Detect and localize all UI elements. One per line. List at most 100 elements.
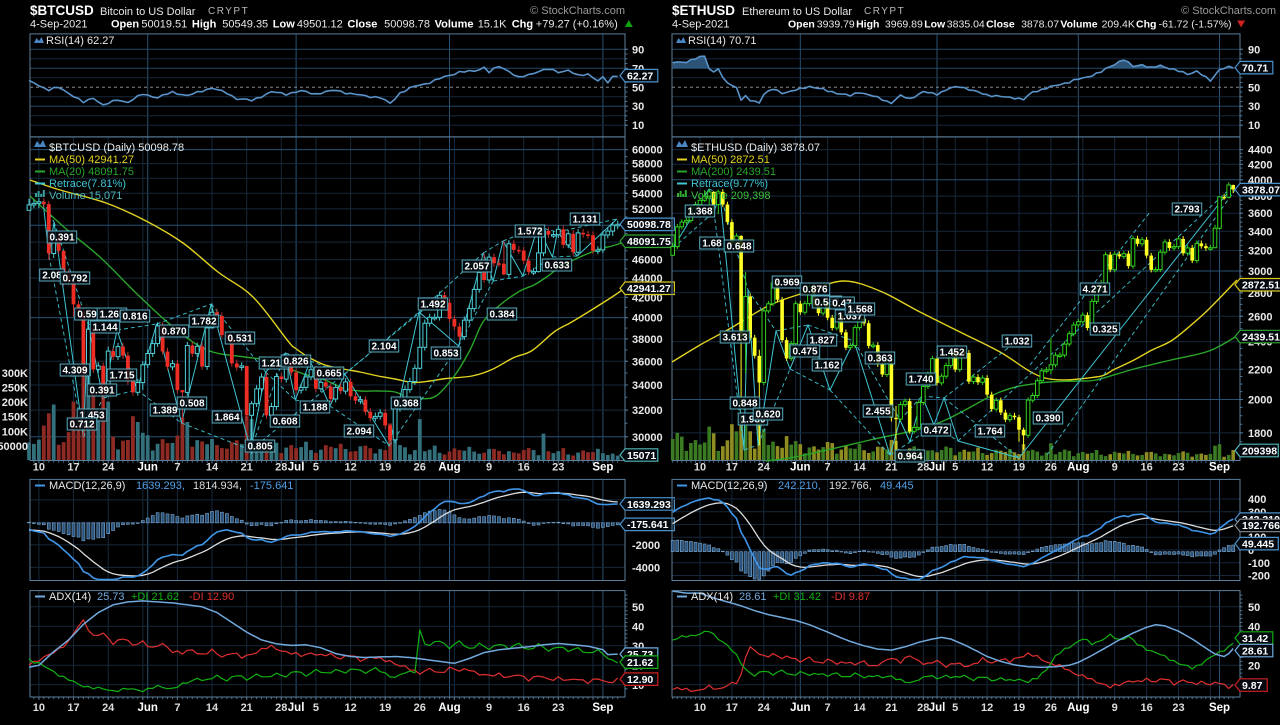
svg-text:58000: 58000 xyxy=(632,159,663,171)
svg-text:12: 12 xyxy=(981,462,993,474)
svg-text:19: 19 xyxy=(1013,702,1025,714)
svg-text:14: 14 xyxy=(206,462,219,474)
svg-text:0.876: 0.876 xyxy=(802,285,827,296)
svg-text:MA(200) 2439.51: MA(200) 2439.51 xyxy=(691,166,776,178)
svg-text:0.665: 0.665 xyxy=(316,369,341,380)
svg-text:50: 50 xyxy=(1248,602,1260,614)
svg-text:0.47: 0.47 xyxy=(832,299,852,310)
svg-text:19: 19 xyxy=(1013,462,1025,474)
svg-text:90: 90 xyxy=(632,44,644,56)
svg-text:24: 24 xyxy=(758,702,771,714)
svg-text:62.27: 62.27 xyxy=(627,70,653,82)
svg-text:2000: 2000 xyxy=(1248,395,1272,407)
svg-text:Close: Close xyxy=(347,19,377,31)
svg-text:0.363: 0.363 xyxy=(867,354,892,365)
svg-text:9.87: 9.87 xyxy=(1242,680,1263,692)
svg-text:0.391: 0.391 xyxy=(49,233,74,244)
svg-text:ADX(14): ADX(14) xyxy=(691,591,733,603)
svg-text:150K: 150K xyxy=(2,412,28,424)
svg-text:31.42: 31.42 xyxy=(1242,633,1268,645)
svg-text:Retrace(7.81%): Retrace(7.81%) xyxy=(49,178,126,190)
svg-text:3939.79: 3939.79 xyxy=(817,19,855,31)
svg-text:0.384: 0.384 xyxy=(489,310,514,321)
svg-text:24: 24 xyxy=(102,702,115,714)
svg-text:60000: 60000 xyxy=(632,145,663,157)
svg-text:Volume 209,398: Volume 209,398 xyxy=(691,190,771,202)
svg-text:-4000: -4000 xyxy=(632,562,660,574)
svg-text:4.309: 4.309 xyxy=(62,366,87,377)
svg-text:Jul: Jul xyxy=(929,702,946,714)
svg-text:0.848: 0.848 xyxy=(732,399,757,410)
svg-text:0.964: 0.964 xyxy=(897,452,922,463)
svg-text:Open: Open xyxy=(788,19,815,31)
svg-text:20: 20 xyxy=(1248,660,1260,672)
svg-text:1.144: 1.144 xyxy=(92,323,117,334)
svg-text:52000: 52000 xyxy=(632,204,663,216)
svg-text:0.648: 0.648 xyxy=(726,242,751,253)
svg-text:17: 17 xyxy=(67,702,79,714)
svg-text:1.782: 1.782 xyxy=(191,317,216,328)
svg-text:MA(50) 2872.51: MA(50) 2872.51 xyxy=(691,154,770,166)
svg-text:0.805: 0.805 xyxy=(247,442,272,453)
svg-text:0.792: 0.792 xyxy=(62,274,87,285)
svg-text:-DI 9.87: -DI 9.87 xyxy=(831,591,870,603)
svg-text:49.445: 49.445 xyxy=(880,480,914,492)
svg-text:Jun: Jun xyxy=(790,462,810,474)
svg-text:RSI(14) 62.27: RSI(14) 62.27 xyxy=(46,35,114,47)
svg-text:1.032: 1.032 xyxy=(1004,337,1029,348)
svg-text:7: 7 xyxy=(825,462,831,474)
svg-text:1.68: 1.68 xyxy=(702,239,722,250)
svg-text:21: 21 xyxy=(241,462,253,474)
svg-text:0.390: 0.390 xyxy=(1035,414,1060,425)
svg-text:3200: 3200 xyxy=(1248,246,1272,258)
svg-text:10: 10 xyxy=(33,462,45,474)
svg-text:10: 10 xyxy=(33,702,45,714)
svg-text:42000: 42000 xyxy=(632,292,663,304)
svg-text:1.864: 1.864 xyxy=(214,413,239,424)
svg-text:MA(20) 48091.75: MA(20) 48091.75 xyxy=(49,166,134,178)
svg-text:1.572: 1.572 xyxy=(517,227,542,238)
svg-text:36000: 36000 xyxy=(632,356,663,368)
svg-text:14: 14 xyxy=(206,702,219,714)
svg-text:1.827: 1.827 xyxy=(809,336,834,347)
svg-text:50000: 50000 xyxy=(0,441,28,453)
svg-text:2.104: 2.104 xyxy=(371,342,396,353)
svg-text:32000: 32000 xyxy=(632,405,663,417)
svg-text:Low: Low xyxy=(273,19,295,31)
svg-text:2.793: 2.793 xyxy=(1174,205,1199,216)
svg-text:1.492: 1.492 xyxy=(420,300,445,311)
svg-text:17: 17 xyxy=(726,702,738,714)
svg-text:RSI(14) 70.71: RSI(14) 70.71 xyxy=(688,35,756,47)
svg-text:23: 23 xyxy=(1172,702,1184,714)
svg-text:1814.934,: 1814.934, xyxy=(193,480,242,492)
svg-text:Aug: Aug xyxy=(1067,462,1089,474)
svg-text:3400: 3400 xyxy=(1248,226,1272,238)
svg-text:23: 23 xyxy=(552,462,564,474)
svg-text:42941.27: 42941.27 xyxy=(627,283,671,295)
svg-text:192.766,: 192.766, xyxy=(829,480,872,492)
svg-text:10: 10 xyxy=(694,702,706,714)
svg-text:MA(50) 42941.27: MA(50) 42941.27 xyxy=(49,154,134,166)
svg-text:Chg: Chg xyxy=(1136,19,1156,31)
svg-text:34000: 34000 xyxy=(632,380,663,392)
svg-text:28: 28 xyxy=(275,462,287,474)
svg-text:400: 400 xyxy=(1248,494,1266,506)
svg-text:49501.12: 49501.12 xyxy=(297,19,343,31)
svg-text:0.870: 0.870 xyxy=(161,327,186,338)
svg-text:0.633: 0.633 xyxy=(544,261,569,272)
svg-text:Retrace(9.77%): Retrace(9.77%) xyxy=(691,178,768,190)
svg-text:Aug: Aug xyxy=(1067,702,1089,714)
svg-text:1.715: 1.715 xyxy=(109,371,134,382)
svg-text:1.037: 1.037 xyxy=(837,312,862,323)
svg-text:19: 19 xyxy=(379,702,391,714)
svg-text:28: 28 xyxy=(275,702,287,714)
svg-text:0.826: 0.826 xyxy=(283,357,308,368)
svg-text:MACD(12,26,9): MACD(12,26,9) xyxy=(691,480,767,492)
svg-text:50019.51: 50019.51 xyxy=(141,19,187,31)
svg-text:2.094: 2.094 xyxy=(346,427,371,438)
svg-text:28: 28 xyxy=(917,462,929,474)
svg-text:14: 14 xyxy=(853,702,866,714)
svg-text:7: 7 xyxy=(174,702,180,714)
svg-text:© StockCharts.com: © StockCharts.com xyxy=(1181,5,1276,17)
svg-text:0: 0 xyxy=(1248,545,1254,557)
